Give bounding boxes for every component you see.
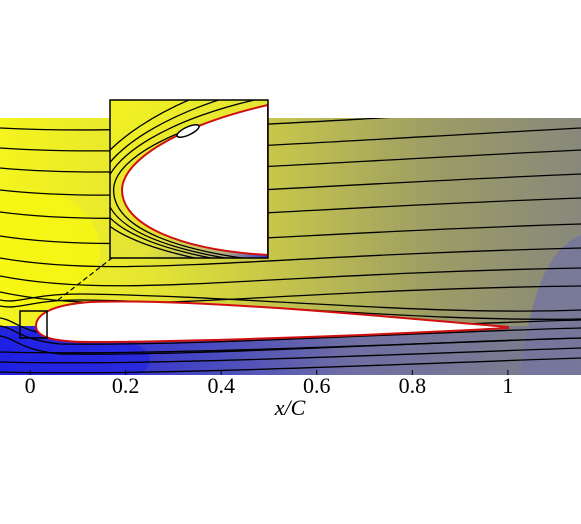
contour-field [0, 118, 581, 375]
streamline [0, 293, 581, 312]
x-tick-label: 0.6 [303, 373, 331, 398]
airfoil [34, 300, 509, 344]
streamline [0, 325, 581, 345]
x-axis-label: x/C [274, 395, 306, 420]
x-tick-label: 1 [502, 373, 513, 398]
zoom-box [19, 310, 48, 339]
zoom-connector [57, 257, 113, 301]
streamline [0, 267, 581, 287]
inset [109, 99, 269, 259]
inset-streamline [110, 100, 198, 258]
x-tick-label: 0.8 [399, 373, 427, 398]
x-tick-label: 0.4 [207, 373, 235, 398]
inset-streamline [110, 100, 222, 258]
streamline [0, 357, 581, 374]
streamline [0, 285, 581, 304]
x-tick-label: 0.2 [112, 373, 140, 398]
streamline [0, 347, 581, 364]
streamline [0, 337, 581, 354]
x-tick-label: 0 [25, 373, 36, 398]
streamline [0, 247, 581, 268]
inset-streamline [110, 100, 258, 258]
